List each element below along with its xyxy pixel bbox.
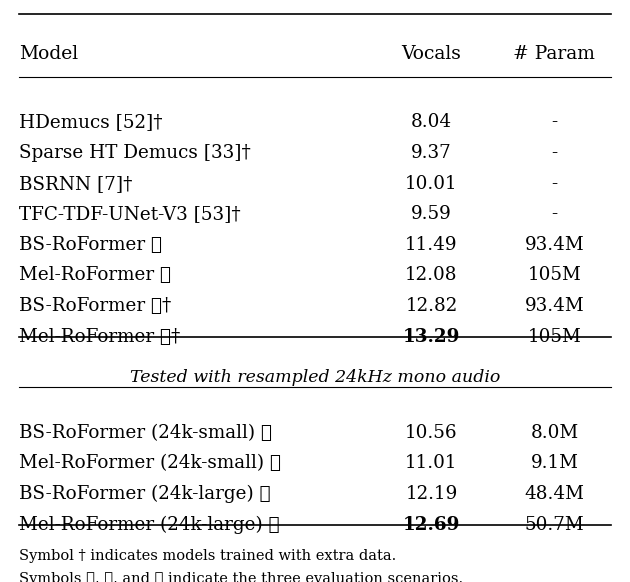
- Text: HDemucs [52]†: HDemucs [52]†: [19, 113, 163, 132]
- Text: 10.56: 10.56: [405, 424, 458, 442]
- Text: -: -: [551, 113, 558, 132]
- Text: 9.1M: 9.1M: [530, 455, 578, 472]
- Text: 11.01: 11.01: [405, 455, 458, 472]
- Text: 93.4M: 93.4M: [525, 297, 584, 315]
- Text: Sparse HT Demucs [33]†: Sparse HT Demucs [33]†: [19, 144, 251, 162]
- Text: 13.29: 13.29: [403, 328, 461, 346]
- Text: BS-RoFormer ⓑ†: BS-RoFormer ⓑ†: [19, 297, 171, 315]
- Text: Mel-RoFormer (24k-small) ⓒ: Mel-RoFormer (24k-small) ⓒ: [19, 455, 281, 472]
- Text: Mel-RoFormer ⓐ: Mel-RoFormer ⓐ: [19, 267, 171, 285]
- Text: BS-RoFormer ⓐ: BS-RoFormer ⓐ: [19, 236, 162, 254]
- Text: Symbols ⓐ, ⓑ, and ⓒ indicate the three evaluation scenarios.: Symbols ⓐ, ⓑ, and ⓒ indicate the three e…: [19, 572, 463, 582]
- Text: 93.4M: 93.4M: [525, 236, 584, 254]
- Text: 105M: 105M: [527, 328, 581, 346]
- Text: 9.37: 9.37: [411, 144, 452, 162]
- Text: -: -: [551, 205, 558, 223]
- Text: BSRNN [7]†: BSRNN [7]†: [19, 175, 132, 193]
- Text: BS-RoFormer (24k-small) ⓒ: BS-RoFormer (24k-small) ⓒ: [19, 424, 272, 442]
- Text: 50.7M: 50.7M: [525, 516, 584, 534]
- Text: 10.01: 10.01: [405, 175, 458, 193]
- Text: BS-RoFormer (24k-large) ⓒ: BS-RoFormer (24k-large) ⓒ: [19, 485, 270, 503]
- Text: Tested with resampled 24kHz mono audio: Tested with resampled 24kHz mono audio: [130, 369, 500, 386]
- Text: Model: Model: [19, 45, 78, 63]
- Text: 8.0M: 8.0M: [530, 424, 578, 442]
- Text: -: -: [551, 144, 558, 162]
- Text: 105M: 105M: [527, 267, 581, 285]
- Text: # Param: # Param: [513, 45, 595, 63]
- Text: Symbol † indicates models trained with extra data.: Symbol † indicates models trained with e…: [19, 549, 396, 563]
- Text: 9.59: 9.59: [411, 205, 452, 223]
- Text: 11.49: 11.49: [405, 236, 458, 254]
- Text: 48.4M: 48.4M: [524, 485, 585, 503]
- Text: 8.04: 8.04: [411, 113, 452, 132]
- Text: Mel-RoFormer (24k-large) ⓒ: Mel-RoFormer (24k-large) ⓒ: [19, 516, 280, 534]
- Text: 12.08: 12.08: [405, 267, 458, 285]
- Text: Mel-RoFormer ⓑ†: Mel-RoFormer ⓑ†: [19, 328, 180, 346]
- Text: 12.19: 12.19: [406, 485, 457, 503]
- Text: 12.82: 12.82: [406, 297, 457, 315]
- Text: TFC-TDF-UNet-V3 [53]†: TFC-TDF-UNet-V3 [53]†: [19, 205, 241, 223]
- Text: -: -: [551, 175, 558, 193]
- Text: Vocals: Vocals: [401, 45, 462, 63]
- Text: 12.69: 12.69: [403, 516, 461, 534]
